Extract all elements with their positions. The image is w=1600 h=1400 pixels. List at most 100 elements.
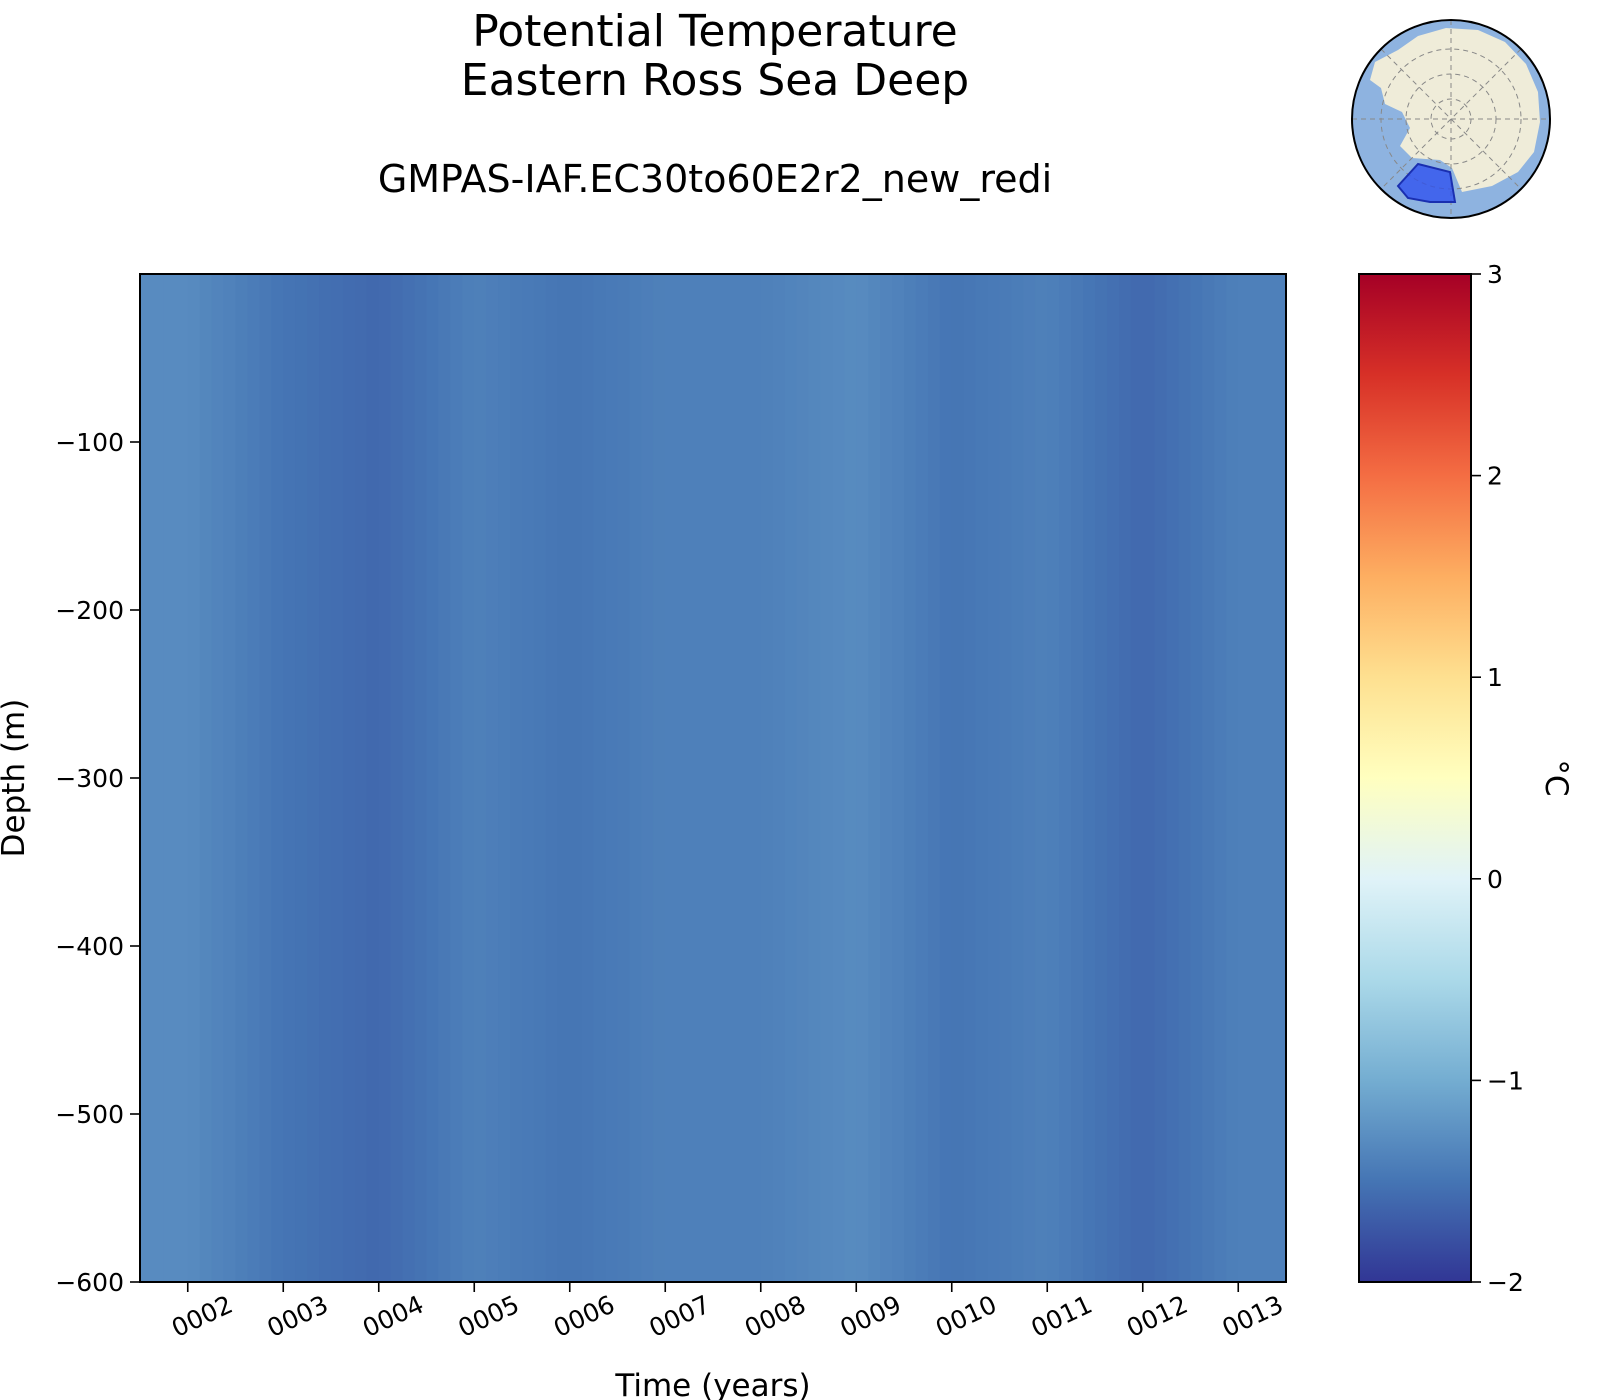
- heatmap-cell: [390, 538, 404, 551]
- heatmap-cell: [820, 490, 833, 503]
- heatmap-cell: [1142, 658, 1156, 671]
- heatmap-cell: [844, 442, 857, 455]
- heatmap-cell: [772, 646, 786, 659]
- heatmap-cell: [796, 574, 810, 587]
- heatmap-cell: [832, 634, 845, 647]
- heatmap-cell: [283, 574, 296, 587]
- heatmap-cell: [342, 646, 356, 659]
- heatmap-cell: [796, 298, 810, 311]
- heatmap-cell: [1214, 574, 1227, 587]
- heatmap-cell: [486, 514, 499, 527]
- heatmap-cell: [414, 610, 428, 623]
- heatmap-cell: [1130, 838, 1144, 851]
- heatmap-cell: [784, 730, 798, 743]
- heatmap-cell: [1190, 430, 1204, 443]
- heatmap-cell: [235, 274, 249, 287]
- heatmap-cell: [390, 634, 404, 647]
- heatmap-cell: [283, 742, 296, 755]
- heatmap-cell: [1238, 718, 1251, 731]
- heatmap-cell: [796, 586, 810, 599]
- heatmap: [140, 274, 1287, 1283]
- heatmap-cell: [271, 766, 284, 779]
- heatmap-cell: [939, 610, 953, 623]
- heatmap-cell: [1154, 766, 1168, 779]
- heatmap-cell: [319, 598, 332, 611]
- heatmap-cell: [1047, 838, 1060, 851]
- heatmap-cell: [426, 286, 440, 299]
- heatmap-cell: [1083, 490, 1096, 503]
- heatmap-cell: [283, 394, 296, 407]
- heatmap-cell: [1106, 790, 1120, 803]
- heatmap-cell: [307, 490, 320, 503]
- heatmap-cell: [331, 658, 344, 671]
- heatmap-cell: [1083, 502, 1096, 515]
- heatmap-cell: [677, 466, 690, 479]
- heatmap-cell: [438, 526, 451, 539]
- heatmap-cell: [1190, 406, 1204, 419]
- heatmap-cell: [163, 430, 177, 443]
- heatmap-cell: [689, 346, 702, 359]
- heatmap-cell: [760, 466, 774, 479]
- heatmap-cell: [629, 754, 642, 767]
- heatmap-cell: [963, 406, 977, 419]
- heatmap-cell: [438, 754, 451, 767]
- heatmap-cell: [1202, 454, 1215, 467]
- heatmap-cell: [820, 526, 833, 539]
- heatmap-cell: [796, 322, 810, 335]
- heatmap-cell: [629, 766, 642, 779]
- heatmap-cell: [390, 514, 404, 527]
- heatmap-cell: [808, 310, 822, 323]
- heatmap-cell: [808, 322, 822, 335]
- heatmap-cell: [772, 478, 786, 491]
- heatmap-cell: [653, 874, 666, 887]
- heatmap-cell: [557, 610, 571, 623]
- heatmap-cell: [963, 826, 977, 839]
- heatmap-cell: [605, 718, 619, 731]
- heatmap-cell: [199, 322, 213, 335]
- heatmap-cell: [390, 286, 404, 299]
- heatmap-cell: [378, 274, 392, 287]
- heatmap-cell: [1106, 502, 1120, 515]
- heatmap-cell: [426, 406, 440, 419]
- heatmap-cell: [510, 286, 523, 299]
- heatmap-cell: [904, 550, 917, 563]
- heatmap-cell: [999, 370, 1013, 383]
- heatmap-cell: [1118, 838, 1132, 851]
- heatmap-cell: [1071, 490, 1084, 503]
- heatmap-cell: [295, 298, 308, 311]
- heatmap-cell: [1250, 754, 1263, 767]
- heatmap-cell: [856, 754, 869, 767]
- heatmap-cell: [892, 694, 905, 707]
- heatmap-cell: [283, 802, 296, 815]
- heatmap-cell: [187, 514, 201, 527]
- heatmap-cell: [927, 790, 941, 803]
- heatmap-cell: [557, 418, 571, 431]
- heatmap-cell: [354, 658, 368, 671]
- heatmap-cell: [569, 274, 583, 287]
- heatmap-cell: [641, 334, 654, 347]
- heatmap-cell: [569, 670, 583, 683]
- heatmap-cell: [760, 838, 774, 851]
- heatmap-cell: [641, 730, 654, 743]
- heatmap-cell: [975, 778, 989, 791]
- heatmap-cell: [354, 862, 368, 875]
- heatmap-cell: [1047, 370, 1060, 383]
- heatmap-cell: [1274, 538, 1287, 551]
- heatmap-cell: [402, 502, 416, 515]
- heatmap-cell: [223, 562, 237, 575]
- heatmap-cell: [331, 814, 344, 827]
- heatmap-cell: [1047, 418, 1060, 431]
- heatmap-cell: [211, 718, 225, 731]
- heatmap-cell: [892, 610, 905, 623]
- heatmap-cell: [808, 466, 822, 479]
- heatmap-cell: [1071, 874, 1084, 887]
- heatmap-cell: [438, 778, 451, 791]
- heatmap-cell: [748, 334, 762, 347]
- heatmap-cell: [342, 718, 356, 731]
- heatmap-cell: [1238, 586, 1251, 599]
- heatmap-cell: [915, 574, 929, 587]
- heatmap-cell: [1166, 406, 1180, 419]
- heatmap-cell: [450, 778, 463, 791]
- heatmap-cell: [223, 574, 237, 587]
- heatmap-cell: [319, 418, 332, 431]
